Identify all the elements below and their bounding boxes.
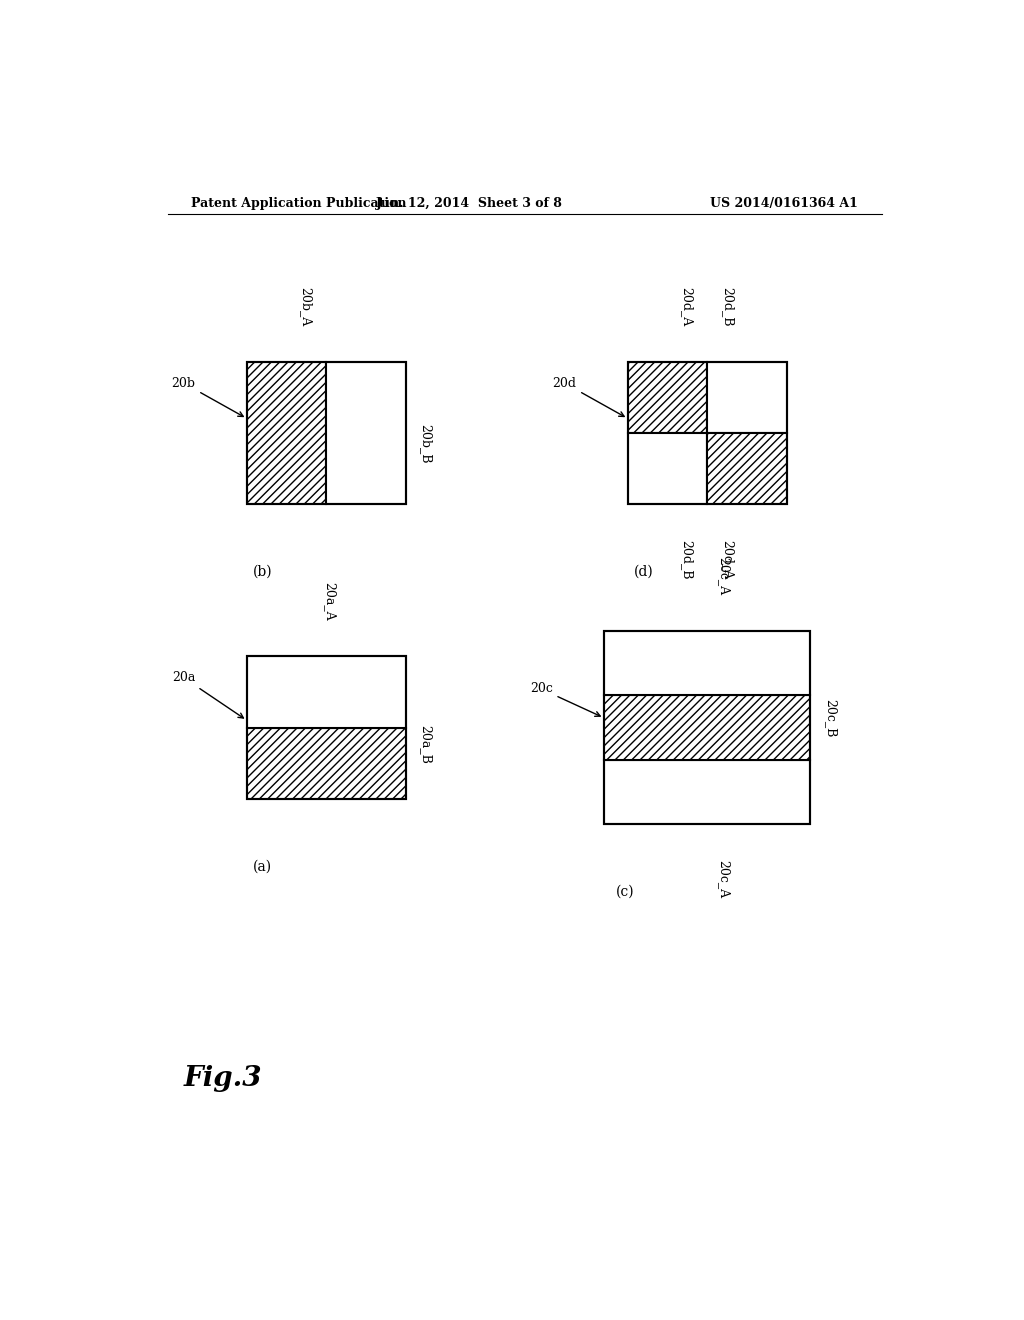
Text: 20b_A: 20b_A	[299, 286, 312, 326]
Bar	[247, 656, 406, 727]
Text: 20d_B: 20d_B	[680, 540, 693, 579]
Bar	[628, 362, 708, 433]
Bar	[604, 760, 811, 824]
Text: 20d: 20d	[552, 376, 625, 417]
Bar	[708, 433, 786, 504]
Bar	[628, 433, 708, 504]
Bar	[247, 727, 406, 799]
Text: 20c_A: 20c_A	[718, 557, 730, 595]
Text: Jun. 12, 2014  Sheet 3 of 8: Jun. 12, 2014 Sheet 3 of 8	[376, 197, 562, 210]
Text: (a): (a)	[253, 859, 272, 874]
Text: 20c_B: 20c_B	[824, 698, 837, 737]
Text: 20a: 20a	[172, 672, 244, 718]
Text: 20d_A: 20d_A	[680, 286, 693, 326]
Text: 20a_B: 20a_B	[419, 725, 432, 764]
Bar	[604, 631, 811, 696]
Text: 20b_B: 20b_B	[419, 425, 432, 463]
Bar	[247, 656, 406, 799]
Text: (d): (d)	[634, 565, 653, 579]
Text: 20d_B: 20d_B	[722, 286, 734, 326]
Bar	[628, 362, 786, 504]
Text: (c): (c)	[615, 886, 634, 899]
Bar	[247, 362, 406, 504]
Text: 20a_A: 20a_A	[324, 582, 336, 620]
Text: 20c_A: 20c_A	[718, 859, 730, 898]
Bar	[604, 631, 811, 824]
Bar	[327, 362, 406, 504]
Text: Fig.3: Fig.3	[183, 1065, 262, 1092]
Text: Patent Application Publication: Patent Application Publication	[191, 197, 407, 210]
Text: 20d_A: 20d_A	[722, 540, 734, 578]
Bar	[708, 362, 786, 433]
Bar	[247, 362, 327, 504]
Bar	[604, 696, 811, 760]
Text: 20c: 20c	[529, 682, 600, 717]
Text: (b): (b)	[253, 565, 272, 579]
Text: US 2014/0161364 A1: US 2014/0161364 A1	[711, 197, 858, 210]
Text: 20b: 20b	[171, 376, 244, 417]
